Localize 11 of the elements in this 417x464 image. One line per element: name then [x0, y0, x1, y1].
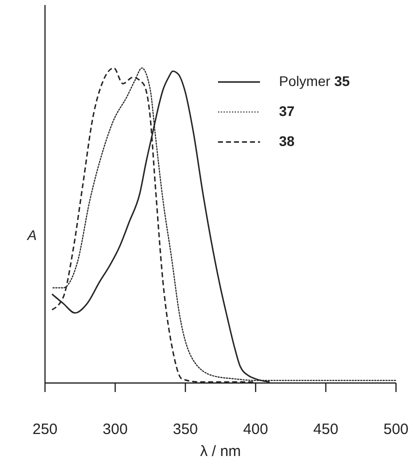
x-tick-label: 250: [32, 421, 58, 438]
legend-label: 37: [279, 102, 295, 119]
x-tick-label: 350: [172, 421, 198, 438]
x-tick-label: 300: [102, 421, 128, 438]
legend-label: 38: [279, 132, 295, 149]
x-axis-title: λ / nm: [200, 443, 241, 460]
x-tick-label: 500: [383, 421, 409, 438]
x-tick-label: 400: [243, 421, 268, 438]
x-tick-label: 450: [313, 421, 338, 438]
y-axis-title: A: [26, 227, 37, 243]
legend-label: Polymer 35: [279, 72, 350, 89]
